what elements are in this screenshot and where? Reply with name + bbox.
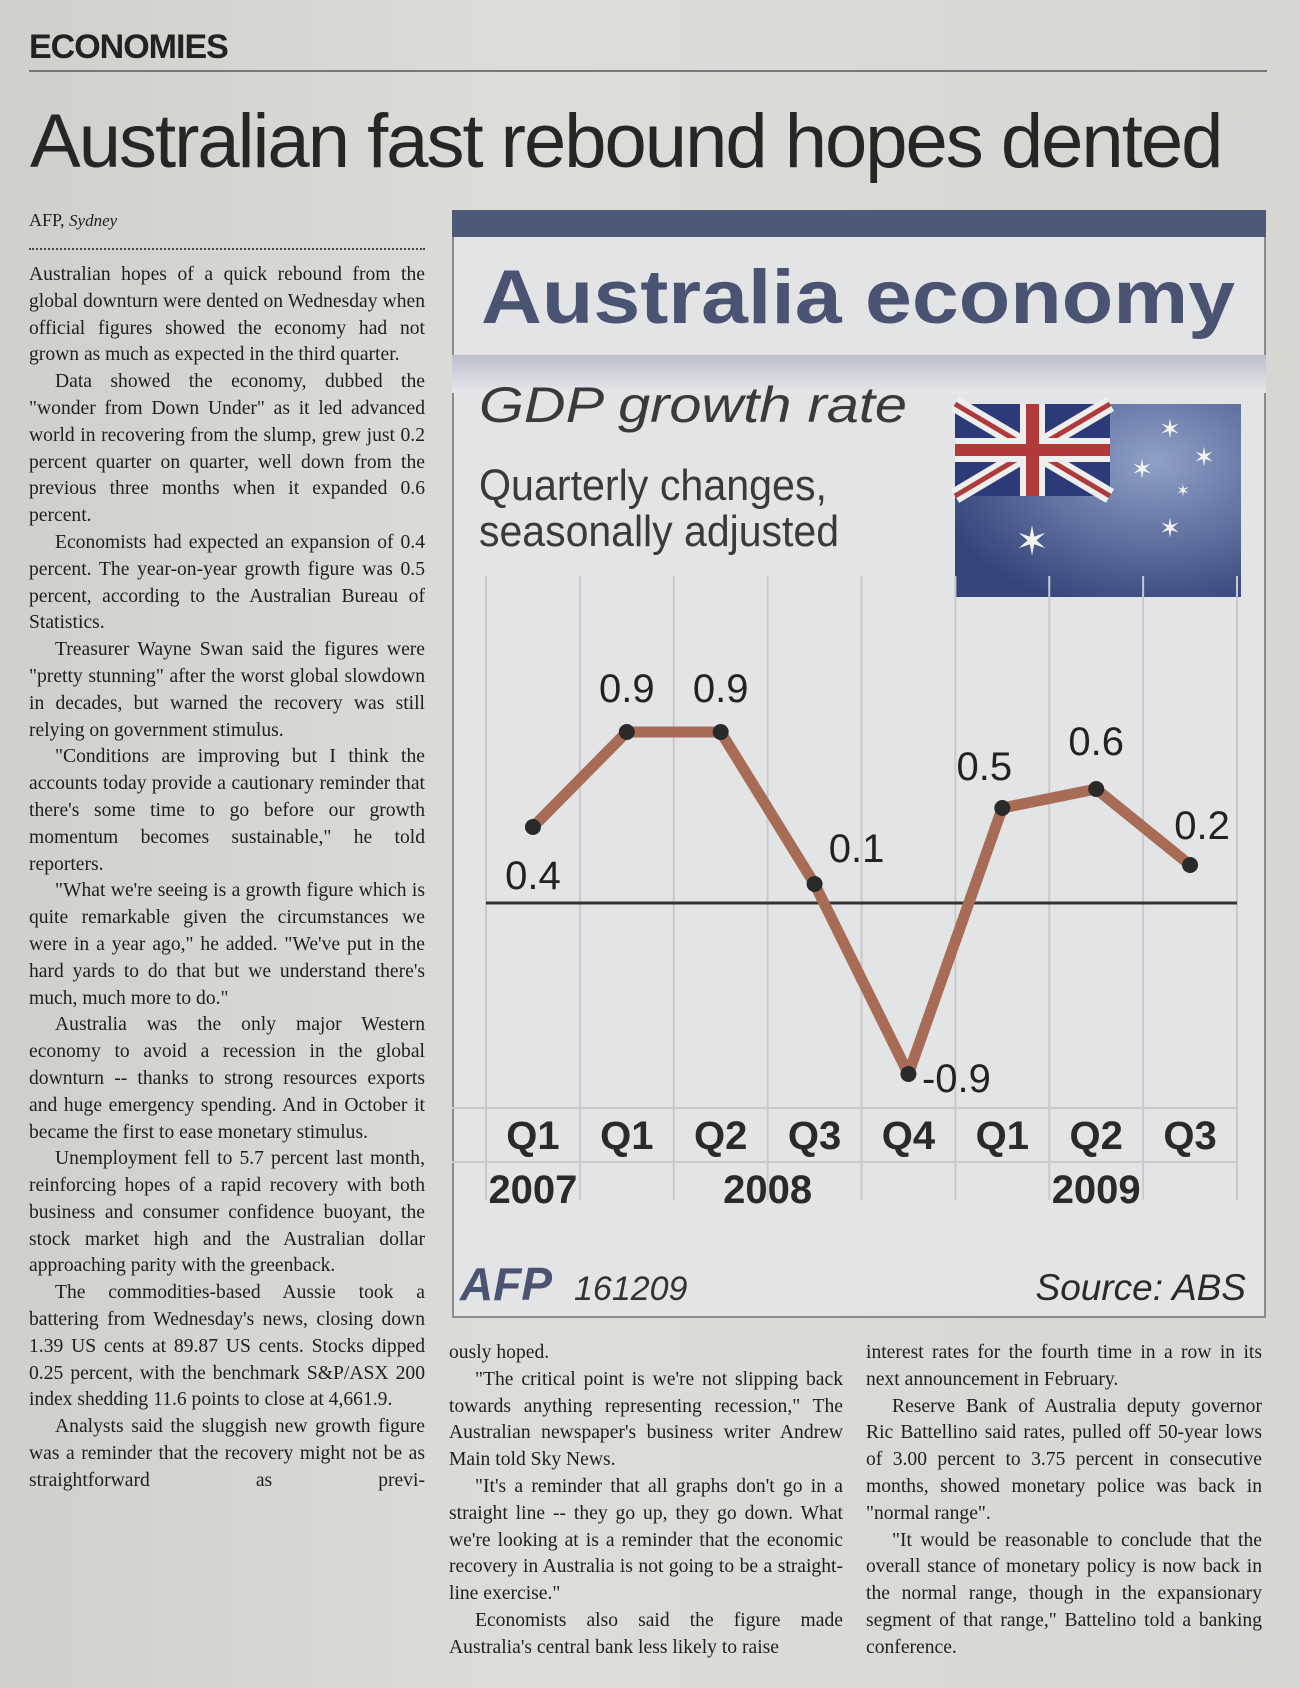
svg-text:✶: ✶ (1131, 454, 1153, 484)
value-label: 0.4 (505, 854, 561, 898)
paragraph: Data showed the economy, dubbed the "won… (29, 371, 425, 527)
paragraph: Economists also said the figure made Aus… (449, 1609, 843, 1658)
value-label: 0.1 (829, 827, 885, 871)
source: Source: ABS (1036, 1267, 1247, 1308)
data-point (900, 1066, 917, 1082)
paragraph: ously hoped. (449, 1342, 550, 1363)
data-point (994, 800, 1011, 816)
paragraph: "It's a reminder that all graphs don't g… (449, 1475, 843, 1605)
data-point (618, 724, 635, 740)
x-tick-label: Q2 (694, 1114, 747, 1158)
title-band (452, 355, 1266, 393)
chart: Australia economy GDP growth rate Quarte… (452, 210, 1266, 1318)
x-tick-label: Q2 (1070, 1114, 1123, 1158)
value-label: 0.2 (1174, 804, 1230, 848)
data-line (529, 726, 1194, 1080)
column: ously hoped. "The critical point is we're… (449, 1340, 843, 1680)
section-label: ECONOMIES (29, 28, 229, 66)
chart-title: Australia economy (481, 255, 1235, 340)
value-label: 0.9 (693, 667, 749, 711)
data-point (712, 724, 729, 740)
place: Sydney (69, 211, 118, 230)
paragraph: Analysts said the sluggish new growth fi… (29, 1416, 425, 1491)
value-label: -0.9 (922, 1057, 991, 1101)
value-label: 0.9 (599, 667, 655, 711)
credit-logo: AFP (459, 1258, 552, 1310)
svg-text:✶: ✶ (1015, 520, 1049, 564)
svg-text:✶: ✶ (1193, 442, 1215, 472)
value-label: 0.6 (1068, 720, 1124, 764)
data-point (524, 819, 541, 835)
dotted-rule (29, 248, 425, 250)
data-point (806, 876, 823, 892)
value-label: 0.5 (957, 745, 1013, 789)
paragraph: interest rates for the fourth time in a … (866, 1342, 1262, 1390)
rule (29, 70, 1267, 72)
paragraph: Treasurer Wayne Swan said the figures we… (29, 639, 425, 741)
chart-note: seasonally adjusted (479, 507, 839, 556)
paragraph: Unemployment fell to 5.7 percent last mo… (29, 1148, 425, 1277)
headline: Australian fast rebound hopes dented (30, 99, 1223, 184)
paragraph: "Conditions are improving but I think th… (29, 746, 425, 875)
date-code: 161209 (574, 1270, 688, 1308)
paragraph: Economists had expected an expansion of … (29, 531, 425, 634)
svg-text:✶: ✶ (1159, 414, 1181, 444)
flag: ✶✶✶ ✶✶✶ (950, 397, 1241, 597)
column: Australian hopes of a quick rebound from… (29, 262, 425, 1662)
data-point (1088, 781, 1105, 797)
x-tick-label: Q1 (506, 1114, 559, 1158)
x-group-label: 2008 (723, 1168, 812, 1212)
chart-note: Quarterly changes, (479, 461, 827, 510)
top-bar (452, 210, 1266, 237)
byline: AFP, Sydney (29, 210, 118, 230)
data-point (1182, 857, 1199, 873)
chart-subtitle: GDP growth rate (479, 377, 907, 433)
paragraph: Reserve Bank of Australia deputy governo… (866, 1395, 1262, 1524)
svg-text:✶: ✶ (1159, 513, 1181, 543)
paragraph: Australian hopes of a quick rebound from… (29, 264, 425, 366)
x-tick-label: Q1 (600, 1114, 653, 1158)
paragraph: "The critical point is we're not slippin… (449, 1368, 843, 1471)
column: interest rates for the fourth time in a … (866, 1340, 1262, 1680)
x-tick-label: Q1 (976, 1114, 1029, 1158)
x-group-label: 2009 (1052, 1168, 1141, 1212)
x-group-label: 2007 (488, 1168, 577, 1212)
x-tick-label: Q3 (788, 1114, 841, 1158)
paragraph: Australia was the only major Western eco… (29, 1014, 425, 1143)
x-tick-label: Q4 (882, 1114, 936, 1158)
paragraph: "It would be reasonable to conclude that… (866, 1529, 1262, 1658)
paragraph: The commodities-based Aussie took a batt… (29, 1282, 425, 1411)
svg-text:✶: ✶ (1176, 483, 1189, 500)
paragraph: "What we're seeing is a growth figure wh… (29, 880, 425, 1009)
x-tick-label: Q3 (1163, 1114, 1216, 1158)
agency: AFP (29, 210, 61, 230)
